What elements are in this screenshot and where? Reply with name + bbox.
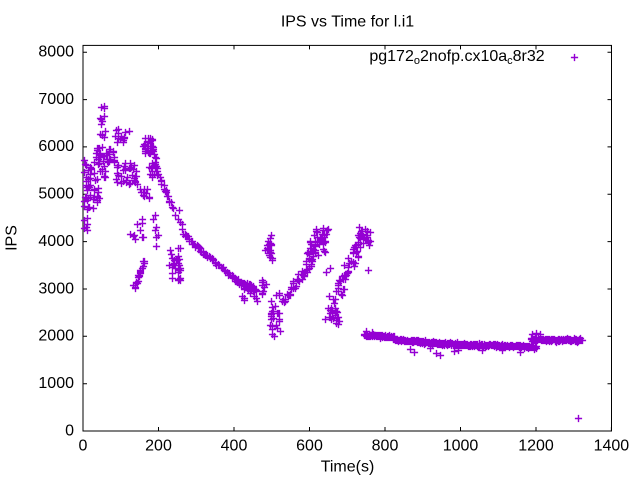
svg-text:400: 400 <box>221 438 248 455</box>
svg-text:0: 0 <box>79 438 88 455</box>
svg-text:6000: 6000 <box>38 138 74 155</box>
svg-text:7000: 7000 <box>38 91 74 108</box>
svg-text:600: 600 <box>296 438 323 455</box>
svg-text:1000: 1000 <box>443 438 479 455</box>
svg-text:Time(s): Time(s) <box>321 459 375 476</box>
svg-text:4000: 4000 <box>38 233 74 250</box>
svg-text:2000: 2000 <box>38 328 74 345</box>
svg-text:3000: 3000 <box>38 280 74 297</box>
svg-text:8000: 8000 <box>38 44 74 61</box>
svg-text:pg172o2nofp.cx10ac8r32: pg172o2nofp.cx10ac8r32 <box>369 48 544 67</box>
svg-text:1200: 1200 <box>518 438 554 455</box>
svg-text:IPS vs Time for l.i1: IPS vs Time for l.i1 <box>281 14 414 31</box>
svg-text:1000: 1000 <box>38 375 74 392</box>
svg-text:5000: 5000 <box>38 186 74 203</box>
svg-text:0: 0 <box>65 422 74 439</box>
svg-text:200: 200 <box>145 438 172 455</box>
svg-text:1400: 1400 <box>594 438 630 455</box>
svg-text:800: 800 <box>372 438 399 455</box>
svg-text:IPS: IPS <box>4 225 21 251</box>
